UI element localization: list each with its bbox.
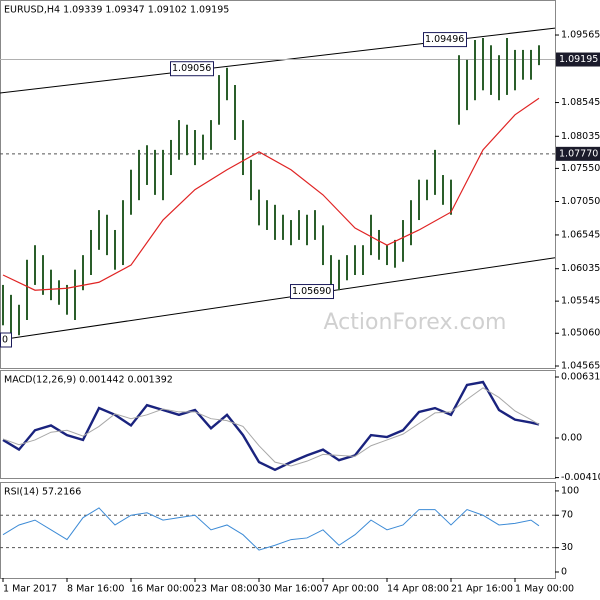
y-tick-label: 1.05545 [561,296,600,307]
trendline [0,27,556,94]
x-tick-label: 1 Mar 2017 [3,584,57,595]
level-label-box [556,52,600,67]
y-tick-label: -0.004103 [561,472,600,483]
y-tick-label: 1.05060 [561,328,600,339]
y-tick-label: 1.04565 [561,361,600,372]
y-tick-label: 70 [561,510,573,521]
level-label: 1.09195 [559,54,598,65]
price-annotation: 1.09056 [172,63,211,74]
y-tick-label: 30 [561,542,573,553]
y-tick-label: 1.08545 [561,97,600,108]
price-annotation: 1.09496 [425,34,464,45]
panel-frame [0,0,556,369]
indicator-line [2,387,540,467]
price-annotation-box [290,284,334,300]
x-tick-label: 16 Mar 00:00 [131,584,194,595]
y-tick-label: 1.08035 [561,131,600,142]
price-annotation-box [0,332,12,348]
panel-title: EURUSD,H4 1.09339 1.09347 1.09102 1.0919… [4,5,229,16]
moving-average [2,97,540,291]
panel-frame [0,370,556,479]
x-tick-label: 8 Mar 16:00 [67,584,124,595]
trendline [0,257,556,341]
y-tick-label: 1.07050 [561,196,600,207]
indicator-line [2,507,540,551]
y-tick-label: 0 [561,567,567,578]
price-annotation: 0 [2,335,8,346]
x-tick-label: 7 Apr 00:00 [323,584,379,595]
y-tick-label: 1.06545 [561,229,600,240]
level-label: 1.07770 [559,148,598,159]
panel-title: MACD(12,26,9) 0.001442 0.001392 [4,375,173,386]
x-tick-label: 21 Apr 16:00 [451,584,513,595]
x-tick-label: 14 Apr 08:00 [387,584,449,595]
panel-frame [0,482,556,579]
y-tick-label: 0.006319 [561,371,600,382]
y-tick-label: 1.06035 [561,263,600,274]
price-annotation-box [170,61,214,77]
price-annotation-box [423,32,467,48]
y-tick-label: 1.07550 [561,163,600,174]
watermark: ActionForex.com [324,310,507,335]
x-tick-label: 23 Mar 08:00 [195,584,258,595]
y-tick-label: 100 [561,485,579,496]
x-tick-label: 1 May 00:00 [515,584,574,595]
level-label-box [556,146,600,161]
x-tick-label: 30 Mar 16:00 [259,584,322,595]
price-annotation: 1.05690 [292,286,331,297]
y-tick-label: 1.09565 [561,30,600,41]
y-tick-label: 0.00 [561,432,582,443]
indicator-line [2,380,540,472]
panel-title: RSI(14) 57.2166 [4,487,81,498]
